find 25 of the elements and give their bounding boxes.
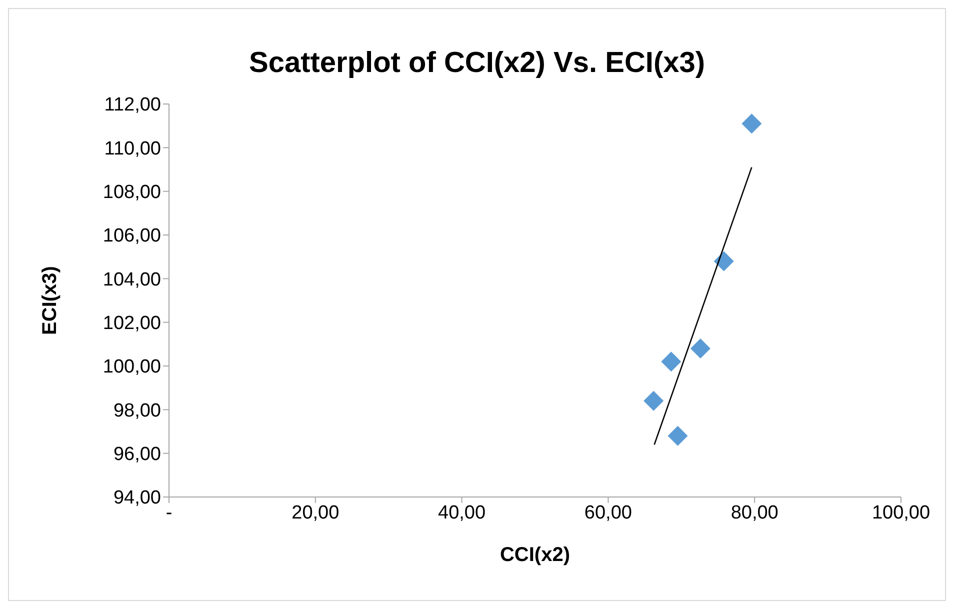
x-axis-title: CCI(x2): [500, 544, 570, 566]
x-tick-label: 40,00: [438, 502, 486, 524]
point: [690, 338, 710, 359]
y-tick-label: 94,00: [113, 488, 161, 509]
x-tick-label: 60,00: [584, 502, 632, 524]
y-tick-label: 108,00: [102, 182, 161, 204]
y-tick-label: 96,00: [113, 444, 161, 466]
chart-title: Scatterplot of CCI(x2) Vs. ECI(x3): [248, 47, 706, 80]
x-tick-label: 100,00: [872, 502, 930, 524]
x-tick-label: 80,00: [730, 502, 778, 524]
point: [668, 426, 688, 446]
x-tick-label: 20,00: [292, 502, 340, 524]
point: [644, 390, 664, 411]
y-tick-label: 110,00: [104, 138, 161, 160]
y-tick-label: 102,00: [102, 313, 161, 334]
point: [714, 251, 734, 272]
y-tick-label: 104,00: [102, 269, 161, 290]
y-tick-label: 100,00: [102, 356, 161, 378]
y-tick-label: 98,00: [113, 400, 161, 422]
y-tick-label: 112,00: [104, 94, 161, 116]
point: [661, 352, 682, 372]
y-tick-label: 106,00: [102, 226, 161, 247]
point: [742, 114, 762, 134]
x-tick-label: -: [166, 502, 172, 524]
y-axis-title: ECI(x3): [39, 266, 62, 335]
